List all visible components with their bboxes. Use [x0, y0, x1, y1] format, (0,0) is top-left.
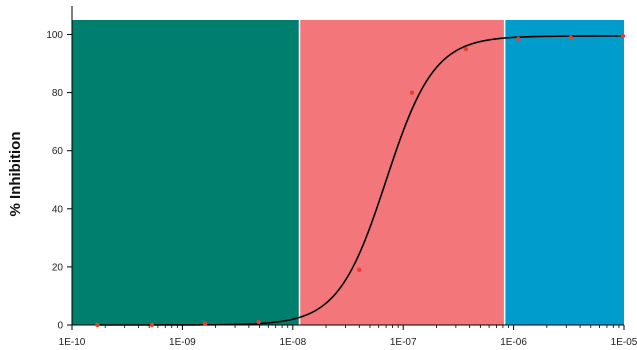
data-point	[256, 319, 261, 325]
y-tick-label: 60	[52, 146, 64, 157]
data-point	[620, 33, 626, 39]
data-point	[95, 322, 100, 328]
data-point	[463, 46, 469, 52]
y-tick-label: 100	[46, 30, 63, 41]
x-tick-label: 1E-07	[390, 337, 417, 348]
background-band-1	[72, 20, 300, 325]
y-tick-label: 0	[57, 321, 63, 332]
background-band-2	[299, 20, 505, 325]
data-point	[202, 321, 208, 326]
data-point	[357, 267, 362, 273]
data-point	[515, 36, 521, 42]
x-tick-label: 1E-10	[59, 337, 86, 348]
data-point	[149, 322, 155, 328]
fit-curve-group	[97, 35, 624, 326]
x-tick-label: 1E-08	[279, 337, 306, 348]
y-tick-label: 20	[52, 262, 64, 273]
data-points	[95, 33, 626, 328]
x-tick-label: 1E-09	[169, 337, 196, 348]
y-tick-label: 40	[52, 204, 64, 215]
background-bands	[72, 20, 624, 325]
y-axis-title: % Inhibition	[7, 132, 24, 217]
fit-curve	[97, 35, 624, 326]
background-band-3	[504, 20, 624, 325]
x-tick-label: 1E-05	[611, 337, 637, 348]
x-tick-label: 1E-06	[500, 337, 527, 348]
data-point	[409, 90, 415, 95]
y-tick-label: 80	[52, 88, 64, 99]
data-point	[568, 35, 574, 40]
